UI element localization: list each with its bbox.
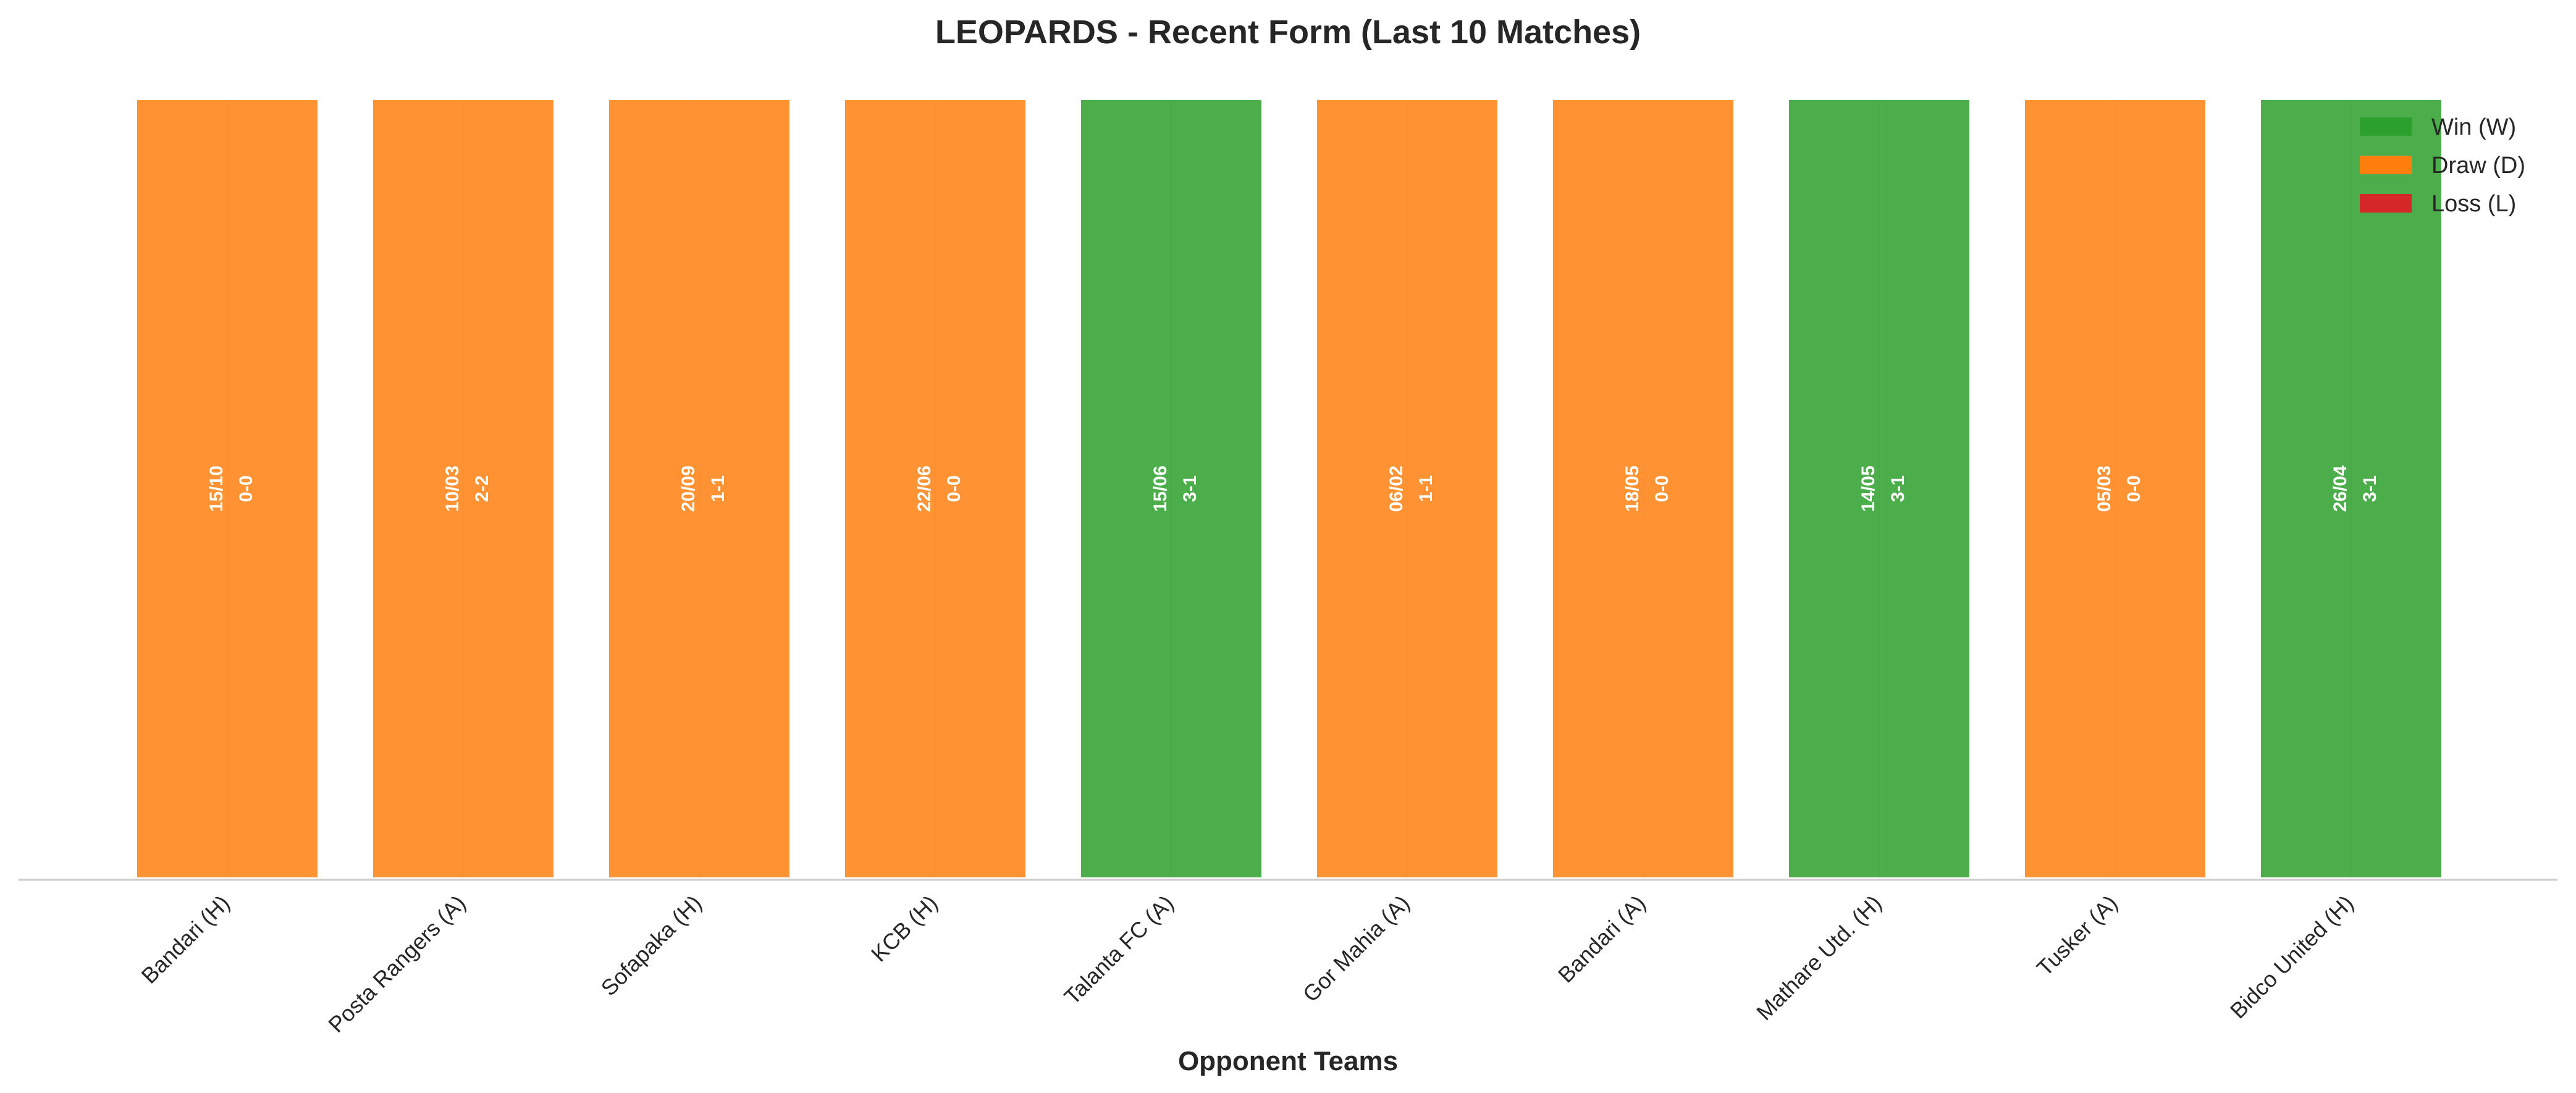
bar-date-label: 20/09 — [678, 465, 699, 512]
chart-title: LEOPARDS - Recent Form (Last 10 Matches) — [935, 14, 1641, 51]
x-tick-label: Gor Mahia (A) — [1298, 890, 1415, 1007]
bar-1 — [135, 98, 320, 880]
bar-score-label: 0-0 — [236, 475, 256, 502]
bar-label: 15/06 3-1 — [1150, 465, 1200, 512]
bars: 15/10 0-0 10/03 2-2 20/09 1-1 22/06 0-0 15/06 3-1… — [135, 98, 2444, 880]
bar-9 — [2022, 98, 2208, 880]
bar-score-label: 3-1 — [1180, 475, 1200, 502]
bar-label: 20/09 1-1 — [678, 465, 728, 512]
bar-label: 10/03 2-2 — [442, 465, 492, 512]
x-tick-label: Bandari (H) — [137, 890, 235, 989]
bar-score-label: 3-1 — [2360, 475, 2380, 502]
x-tick-label: KCB (H) — [866, 890, 943, 967]
bar-score-label: 1-1 — [708, 475, 728, 502]
bar-score-label: 3-1 — [1888, 475, 1908, 502]
bar-label: 05/03 0-0 — [2094, 465, 2144, 512]
x-tick-label: Sofapaka (H) — [596, 890, 707, 1001]
bar-date-label: 26/04 — [2330, 465, 2351, 512]
bar-5 — [1079, 98, 1264, 880]
bar-date-label: 22/06 — [914, 465, 935, 512]
x-tick-label: Talanta FC (A) — [1059, 890, 1179, 1010]
legend-swatch-w — [2360, 117, 2412, 136]
bar-score-label: 0-0 — [1652, 475, 1672, 502]
bar-label: 06/02 1-1 — [1386, 465, 1436, 512]
bar-2 — [371, 98, 556, 880]
bar-label: 15/10 0-0 — [206, 465, 256, 512]
bar-date-label: 10/03 — [442, 465, 463, 512]
legend: Win (W) Draw (D) Loss (L) — [2360, 114, 2525, 217]
legend-label-l: Loss (L) — [2431, 191, 2516, 217]
bar-date-label: 14/05 — [1858, 465, 1879, 512]
bar-7 — [1551, 98, 1736, 880]
legend-swatch-d — [2360, 156, 2412, 174]
legend-label-d: Draw (D) — [2431, 153, 2525, 179]
bar-score-label: 0-0 — [944, 475, 964, 502]
bar-date-label: 15/06 — [1150, 465, 1171, 512]
bar-score-label: 1-1 — [1416, 475, 1436, 502]
bar-label: 22/06 0-0 — [914, 465, 964, 512]
x-axis-label: Opponent Teams — [1178, 1046, 1398, 1076]
bar-3 — [607, 98, 792, 880]
x-tick-label: Mathare Utd. (H) — [1751, 890, 1887, 1026]
x-tick-label: Posta Rangers (A) — [323, 890, 470, 1037]
legend-label-w: Win (W) — [2431, 114, 2516, 140]
bar-date-label: 06/02 — [1386, 465, 1407, 512]
bar-date-label: 15/10 — [206, 465, 227, 512]
bar-score-label: 0-0 — [2124, 475, 2144, 502]
x-tick-label: Bandari (A) — [1553, 890, 1651, 988]
bar-date-label: 05/03 — [2094, 465, 2115, 512]
x-tick-label: Tusker (A) — [2032, 890, 2123, 981]
bar-10 — [2258, 98, 2444, 880]
bar-6 — [1315, 98, 1500, 880]
bar-label: 26/04 3-1 — [2330, 465, 2380, 512]
bar-date-label: 18/05 — [1622, 465, 1643, 512]
bar-4 — [843, 98, 1028, 880]
x-tick-labels: Bandari (H) Posta Rangers (A) Sofapaka (H)… — [137, 890, 2359, 1037]
legend-swatch-l — [2360, 194, 2412, 213]
bar-score-label: 2-2 — [472, 475, 492, 502]
x-tick-label: Bidco United (H) — [2225, 890, 2359, 1024]
bar-8 — [1787, 98, 1972, 880]
bar-label: 18/05 0-0 — [1622, 465, 1672, 512]
bar-label: 14/05 3-1 — [1858, 465, 1908, 512]
